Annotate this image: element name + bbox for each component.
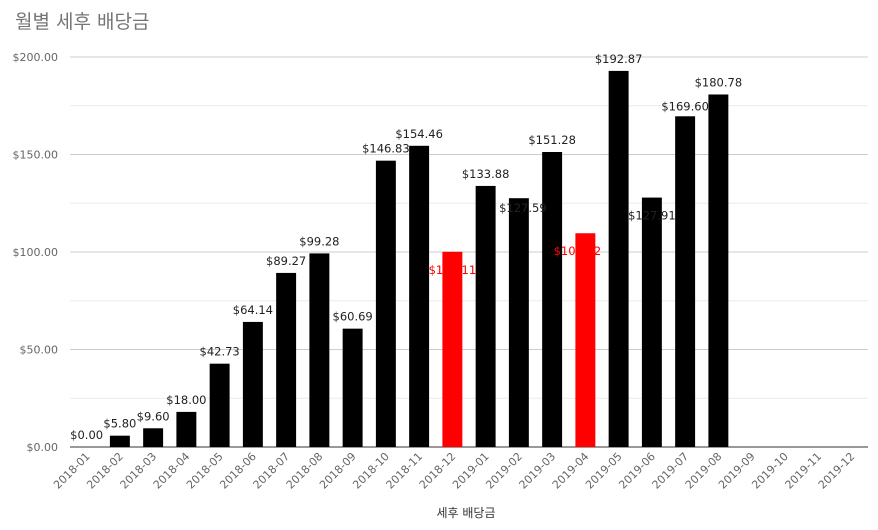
data-label-2018-03: $9.60 — [137, 409, 170, 423]
bar-2019-02 — [508, 198, 529, 447]
bar-2019-08 — [708, 94, 729, 447]
bar-2018-12 — [442, 251, 463, 447]
data-label-2019-06: $127.91 — [628, 209, 676, 223]
data-label-2019-05: $192.87 — [595, 52, 643, 66]
bar-2018-03 — [143, 428, 164, 447]
bar-2018-09 — [342, 328, 363, 447]
data-label-2018-12: $100.11 — [429, 263, 477, 277]
grid-lines — [70, 56, 868, 448]
bar-2018-10 — [375, 160, 396, 447]
data-label-2018-06: $64.14 — [233, 303, 273, 317]
y-tick-label: $200.00 — [13, 51, 59, 64]
bars — [109, 70, 729, 448]
bar-2018-11 — [409, 145, 430, 448]
bar-2018-07 — [276, 272, 297, 447]
y-tick-label: $0.00 — [27, 441, 59, 454]
data-label-2018-02: $5.80 — [103, 417, 136, 431]
data-label-2019-01: $133.88 — [462, 167, 510, 181]
data-label-2018-11: $154.46 — [395, 127, 443, 141]
bar-2019-05 — [608, 70, 629, 447]
data-label-2018-09: $60.69 — [333, 310, 373, 324]
data-label-2018-10: $146.83 — [362, 142, 410, 156]
data-labels: $0.00$5.80$9.60 $18.00 $42.73 $64.14 $89.27 $… — [70, 52, 742, 442]
bar-2018-05 — [209, 363, 230, 447]
bar-2019-03 — [542, 152, 563, 447]
x-axis-ticks: 2018-012018-022018-032018-042018-052018-… — [51, 450, 857, 492]
bar-2018-08 — [309, 253, 330, 447]
x-tick-label-2019-12: 2019-12 — [816, 450, 858, 492]
bar-2019-06 — [641, 197, 662, 447]
bar-2019-04 — [575, 233, 596, 447]
y-tick-label: $150.00 — [13, 149, 59, 162]
bar-2019-07 — [675, 116, 696, 447]
x-axis-label: 세후 배당금 — [436, 506, 495, 520]
bar-2018-04 — [176, 411, 197, 447]
bar-2019-01 — [475, 185, 496, 447]
data-label-2019-07: $169.60 — [661, 99, 709, 113]
data-label-2018-01: $0.00 — [70, 428, 103, 442]
data-label-2018-05: $42.73 — [200, 345, 240, 359]
data-label-2018-07: $89.27 — [266, 254, 306, 268]
data-label-2018-08: $99.28 — [299, 234, 339, 248]
data-label-2019-08: $180.78 — [695, 75, 743, 89]
bar-2018-02 — [109, 435, 130, 447]
y-axis-ticks: $0.00 $50.00 $100.00 $150.00 $200.00 — [13, 51, 59, 454]
data-label-2019-03: $151.28 — [528, 133, 576, 147]
y-tick-label: $50.00 — [20, 344, 59, 357]
y-tick-label: $100.00 — [13, 246, 59, 259]
data-label-2018-04: $18.00 — [166, 393, 206, 407]
data-label-2019-02: $127.59 — [499, 201, 547, 215]
chart-title: 월별 세후 배당금 — [15, 11, 149, 33]
bar-2018-06 — [242, 321, 263, 447]
data-label-2019-04: $109.62 — [554, 244, 602, 258]
